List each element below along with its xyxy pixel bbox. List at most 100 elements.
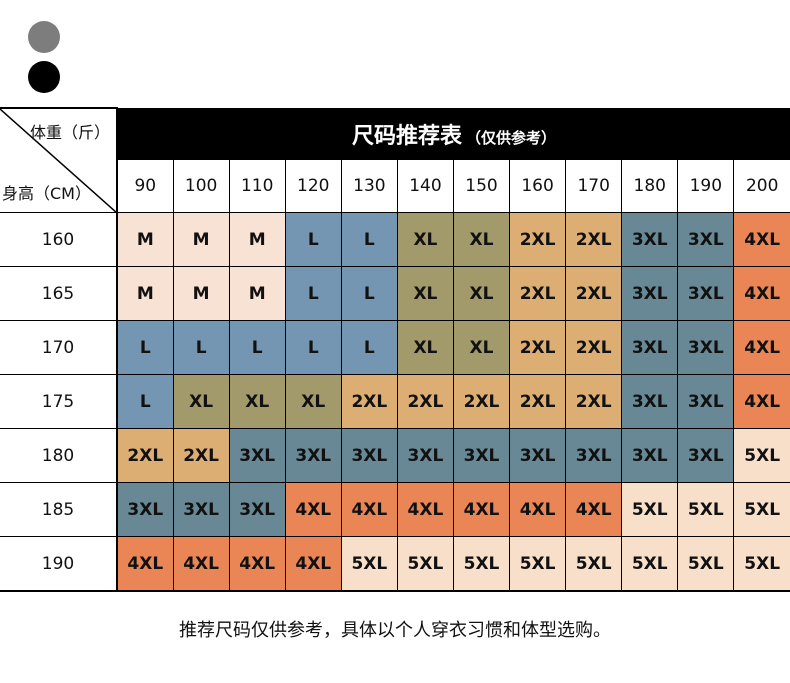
weight-header-cell: 150: [452, 160, 511, 213]
size-cell: 2XL: [116, 428, 174, 483]
weight-header-cell: 180: [621, 160, 679, 213]
size-cell: 4XL: [228, 536, 286, 592]
size-cell: L: [172, 320, 230, 375]
size-cell: 5XL: [621, 536, 679, 592]
color-swatch-black[interactable]: [28, 61, 60, 93]
size-cell: 2XL: [565, 212, 623, 267]
size-cell: XL: [228, 374, 286, 429]
chart-title-bar: 尺码推荐表 （仅供参考）: [117, 108, 790, 160]
weight-header-cell: 100: [172, 160, 230, 213]
size-cell: XL: [284, 374, 342, 429]
size-cell: 3XL: [677, 266, 735, 321]
size-cell: M: [116, 266, 174, 321]
size-cell: L: [228, 320, 286, 375]
size-cell: 4XL: [284, 482, 342, 537]
size-cell: 5XL: [677, 482, 735, 537]
size-cell: 3XL: [228, 428, 286, 483]
size-cell: 4XL: [565, 482, 623, 537]
weight-header-cell: 160: [509, 160, 567, 213]
size-cell: 4XL: [452, 482, 511, 537]
size-cell: 3XL: [677, 374, 735, 429]
size-cell: XL: [396, 266, 454, 321]
footnote-text: 推荐尺码仅供参考，具体以个人穿衣习惯和体型选购。: [179, 620, 611, 641]
size-cell: 5XL: [733, 536, 790, 592]
size-cell: 3XL: [452, 428, 511, 483]
size-cell: 3XL: [677, 320, 735, 375]
table-row: 160 M M M L L XL XL 2XL 2XL 3XL 3XL 4XL: [0, 212, 790, 267]
weight-header-row: 90 100 110 120 130 140 150 160 170 180 190 200: [0, 160, 790, 213]
size-cell: 5XL: [733, 428, 790, 483]
height-row-header: 160: [0, 212, 118, 267]
size-cell: L: [284, 320, 342, 375]
weight-header-cell: 140: [396, 160, 454, 213]
chart-title: 尺码推荐表: [351, 124, 462, 149]
size-cell: 4XL: [284, 536, 342, 592]
size-cell: 4XL: [733, 374, 790, 429]
size-cell: 3XL: [340, 428, 398, 483]
size-cell: XL: [396, 320, 454, 375]
size-cell: M: [116, 212, 174, 267]
height-axis-label: 身高（CM）: [2, 184, 91, 203]
size-cell: 2XL: [509, 266, 567, 321]
size-cell: 4XL: [340, 482, 398, 537]
size-cell: 5XL: [509, 536, 567, 592]
size-cell: 5XL: [396, 536, 454, 592]
color-swatch-gray[interactable]: [28, 21, 60, 53]
size-cell: 3XL: [565, 428, 623, 483]
size-cell: 3XL: [621, 212, 679, 267]
size-cell: 4XL: [172, 536, 230, 592]
size-cell: 3XL: [621, 374, 679, 429]
size-cell: 2XL: [565, 374, 623, 429]
size-cell: 5XL: [733, 482, 790, 537]
size-cell: 2XL: [565, 320, 623, 375]
size-cell: L: [340, 266, 398, 321]
size-cell: 5XL: [452, 536, 511, 592]
size-cell: 3XL: [621, 266, 679, 321]
size-chart-table: 体重（斤） 身高（CM） 尺码推荐表 （仅供参考） 90 100 110 120 130 1…: [0, 107, 790, 592]
size-cell: 2XL: [340, 374, 398, 429]
size-cell: M: [172, 266, 230, 321]
size-cell: 2XL: [396, 374, 454, 429]
size-cell: 5XL: [340, 536, 398, 592]
size-cell: 4XL: [733, 266, 790, 321]
size-cell: XL: [452, 320, 511, 375]
table-row: 170 L L L L L XL XL 2XL 2XL 3XL 3XL 4XL: [0, 320, 790, 375]
size-cell: XL: [452, 266, 511, 321]
size-cell: 3XL: [228, 482, 286, 537]
size-cell: XL: [396, 212, 454, 267]
size-cell: 3XL: [284, 428, 342, 483]
height-row-header: 190: [0, 536, 118, 592]
size-cell: 2XL: [452, 374, 511, 429]
size-cell: 2XL: [509, 320, 567, 375]
size-cell: 5XL: [621, 482, 679, 537]
size-cell: XL: [452, 212, 511, 267]
size-cell: M: [228, 212, 286, 267]
height-row-header: 185: [0, 482, 118, 537]
size-cell: 4XL: [396, 482, 454, 537]
size-cell: 4XL: [116, 536, 174, 592]
size-cell: L: [284, 266, 342, 321]
size-cell: 3XL: [116, 482, 174, 537]
size-cell: 3XL: [621, 428, 679, 483]
size-cell: L: [284, 212, 342, 267]
weight-header-cell: 170: [565, 160, 623, 213]
size-cell: XL: [172, 374, 230, 429]
weight-header-cell: 90: [116, 160, 174, 213]
size-cell: 2XL: [172, 428, 230, 483]
corner-header-cell: 体重（斤） 身高（CM）: [0, 107, 118, 213]
height-row-header: 170: [0, 320, 118, 375]
table-row: 185 3XL 3XL 3XL 4XL 4XL 4XL 4XL 4XL 4XL 5XL 5XL 5XL: [0, 482, 790, 537]
table-row: 180 2XL 2XL 3XL 3XL 3XL 3XL 3XL 3XL 3XL 3XL 3XL 5XL: [0, 428, 790, 483]
size-cell: 2XL: [509, 374, 567, 429]
table-row: 175 L XL XL XL 2XL 2XL 2XL 2XL 2XL 3XL 3XL 4XL: [0, 374, 790, 429]
size-cell: 5XL: [565, 536, 623, 592]
size-cell: M: [172, 212, 230, 267]
size-cell: 4XL: [733, 212, 790, 267]
size-cell: 3XL: [621, 320, 679, 375]
height-row-header: 175: [0, 374, 118, 429]
weight-axis-label: 体重（斤）: [29, 123, 110, 142]
size-cell: 3XL: [172, 482, 230, 537]
size-cell: L: [340, 212, 398, 267]
size-cell: 5XL: [677, 536, 735, 592]
size-cell: 2XL: [565, 266, 623, 321]
